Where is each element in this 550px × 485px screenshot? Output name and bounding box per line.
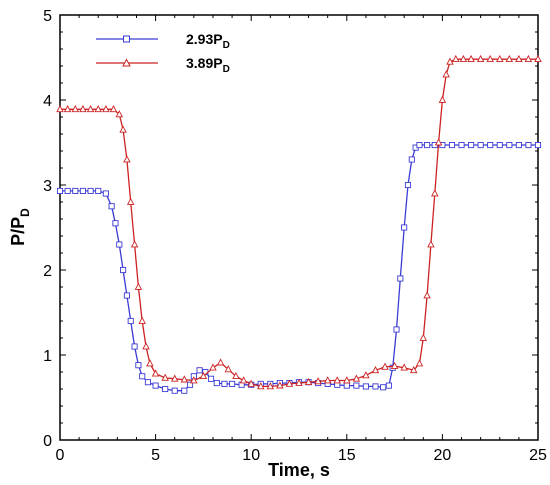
data-point <box>449 142 454 147</box>
data-point <box>507 142 512 147</box>
data-point <box>417 142 422 147</box>
data-point <box>468 142 473 147</box>
data-point <box>197 368 202 373</box>
data-point <box>459 142 464 147</box>
legend-marker-square <box>124 36 130 42</box>
data-point <box>478 142 483 147</box>
y-axis-title: P/PD <box>8 208 32 246</box>
data-point <box>497 142 502 147</box>
data-point <box>344 383 349 388</box>
data-point <box>65 188 70 193</box>
data-point <box>124 293 129 298</box>
data-point <box>229 381 234 386</box>
y-tick-label: 5 <box>43 8 52 25</box>
data-point <box>425 142 430 147</box>
y-axis-title-subscript: D <box>18 208 32 217</box>
data-point <box>222 381 227 386</box>
data-point <box>113 221 118 226</box>
data-point <box>132 344 137 349</box>
x-tick-label: 5 <box>151 447 160 464</box>
data-point <box>488 142 493 147</box>
x-tick-label: 0 <box>56 447 65 464</box>
data-point <box>80 188 85 193</box>
data-point <box>103 191 108 196</box>
svg-text:P/PD: P/PD <box>8 208 32 246</box>
data-point <box>73 188 78 193</box>
y-tick-label: 2 <box>43 263 52 280</box>
x-tick-label: 15 <box>338 447 356 464</box>
x-tick-label: 20 <box>434 447 452 464</box>
data-point <box>117 242 122 247</box>
y-tick-label: 1 <box>43 348 52 365</box>
data-point <box>182 388 187 393</box>
data-point <box>398 276 403 281</box>
y-tick-label: 4 <box>43 93 52 110</box>
data-point <box>57 188 62 193</box>
data-point <box>394 327 399 332</box>
data-point <box>373 384 378 389</box>
data-point <box>402 225 407 230</box>
data-point <box>120 267 125 272</box>
data-point <box>354 383 359 388</box>
x-axis-title: Time, s <box>268 460 330 480</box>
data-point <box>140 374 145 379</box>
data-point <box>535 142 540 147</box>
x-tick-label: 25 <box>529 447 547 464</box>
y-axis-title-main: P/P <box>8 217 28 246</box>
data-point <box>208 376 213 381</box>
y-tick-label: 3 <box>43 178 52 195</box>
x-tick-label: 10 <box>242 447 260 464</box>
y-tick-label: 0 <box>43 433 52 450</box>
data-point <box>163 386 168 391</box>
data-point <box>516 142 521 147</box>
data-point <box>381 385 386 390</box>
data-point <box>363 384 368 389</box>
data-point <box>145 380 150 385</box>
data-point <box>153 383 158 388</box>
data-point <box>409 157 414 162</box>
data-point <box>88 188 93 193</box>
data-point <box>172 388 177 393</box>
data-point <box>96 188 101 193</box>
plot-area <box>60 15 538 440</box>
data-point <box>109 204 114 209</box>
data-point <box>405 182 410 187</box>
data-point <box>214 380 219 385</box>
data-point <box>526 142 531 147</box>
data-point <box>386 383 391 388</box>
data-point <box>128 318 133 323</box>
data-point <box>136 363 141 368</box>
